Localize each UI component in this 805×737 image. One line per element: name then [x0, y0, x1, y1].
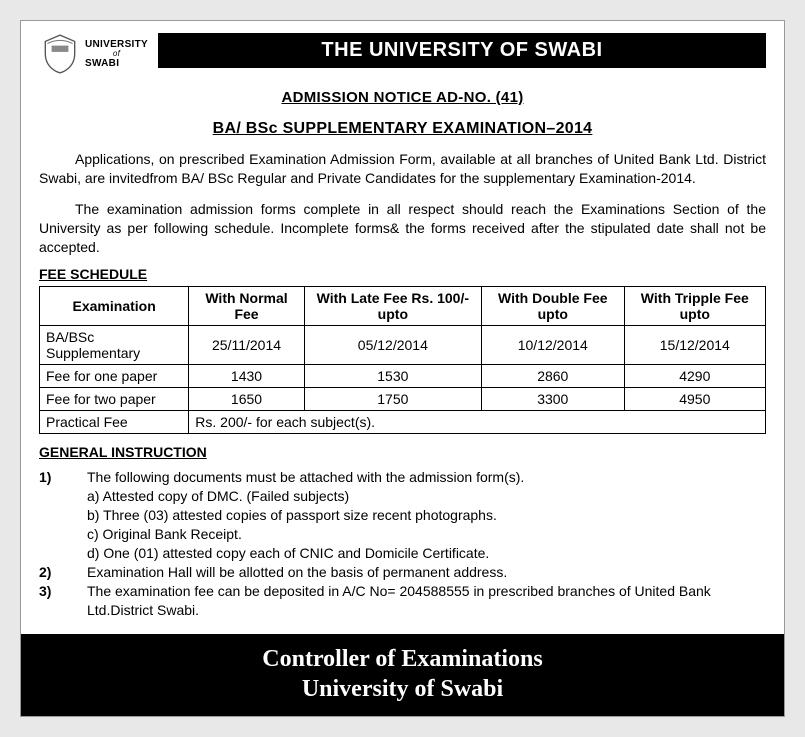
logo-text-line2: SWABI: [85, 58, 148, 69]
general-instruction-heading: GENERAL INSTRUCTION: [39, 444, 766, 460]
header-row: UNIVERSITY of SWABI THE UNIVERSITY OF SW…: [39, 33, 766, 75]
cell: 4950: [624, 388, 765, 411]
instruction-2: 2) Examination Hall will be allotted on …: [39, 563, 766, 582]
cell: 1750: [304, 388, 481, 411]
title-bar: THE UNIVERSITY OF SWABI: [158, 33, 766, 68]
cell-label: Fee for one paper: [40, 365, 189, 388]
instruction-1: 1) The following documents must be attac…: [39, 468, 766, 487]
paragraph-1: Applications, on prescribed Examination …: [39, 150, 766, 188]
cell: 2860: [481, 365, 624, 388]
col-examination: Examination: [40, 287, 189, 326]
col-tripple-fee: With Tripple Fee upto: [624, 287, 765, 326]
instruction-number: 3): [39, 582, 87, 620]
cell: 10/12/2014: [481, 326, 624, 365]
cell: 4290: [624, 365, 765, 388]
logo-text-line1: UNIVERSITY: [85, 39, 148, 50]
table-row-practical: Practical Fee Rs. 200/- for each subject…: [40, 411, 766, 434]
fee-schedule-heading: FEE SCHEDULE: [39, 266, 766, 282]
instructions-block: 1) The following documents must be attac…: [39, 468, 766, 619]
instruction-text: The following documents must be attached…: [87, 468, 766, 487]
cell: 05/12/2014: [304, 326, 481, 365]
paragraph-2: The examination admission forms complete…: [39, 200, 766, 257]
footer-bar: Controller of Examinations University of…: [21, 634, 784, 716]
instruction-1d: d) One (01) attested copy each of CNIC a…: [39, 544, 766, 563]
fee-schedule-table: Examination With Normal Fee With Late Fe…: [39, 286, 766, 434]
instruction-number: 2): [39, 563, 87, 582]
admission-notice-no: ADMISSION NOTICE AD-NO. (41): [39, 89, 766, 106]
cell-label: BA/BSc Supplementary: [40, 326, 189, 365]
col-late-fee: With Late Fee Rs. 100/- upto: [304, 287, 481, 326]
instruction-number: 1): [39, 468, 87, 487]
table-header-row: Examination With Normal Fee With Late Fe…: [40, 287, 766, 326]
cell: 25/11/2014: [189, 326, 304, 365]
cell: 1430: [189, 365, 304, 388]
table-row: BA/BSc Supplementary 25/11/2014 05/12/20…: [40, 326, 766, 365]
practical-fee-value: Rs. 200/- for each subject(s).: [189, 411, 766, 434]
cell: 1530: [304, 365, 481, 388]
logo-block: UNIVERSITY of SWABI: [39, 33, 148, 75]
shield-icon: [39, 33, 81, 75]
cell: 1650: [189, 388, 304, 411]
table-row: Fee for one paper 1430 1530 2860 4290: [40, 365, 766, 388]
notice-page: UNIVERSITY of SWABI THE UNIVERSITY OF SW…: [20, 20, 785, 717]
col-double-fee: With Double Fee upto: [481, 287, 624, 326]
exam-subtitle: BA/ BSc SUPPLEMENTARY EXAMINATION–2014: [39, 120, 766, 138]
footer-line-2: University of Swabi: [21, 674, 784, 704]
logo-text: UNIVERSITY of SWABI: [85, 39, 148, 70]
instruction-3: 3) The examination fee can be deposited …: [39, 582, 766, 620]
instruction-1a: a) Attested copy of DMC. (Failed subject…: [39, 487, 766, 506]
col-normal-fee: With Normal Fee: [189, 287, 304, 326]
logo-text-of: of: [85, 50, 148, 59]
table-row: Fee for two paper 1650 1750 3300 4950: [40, 388, 766, 411]
instruction-1c: c) Original Bank Receipt.: [39, 525, 766, 544]
instruction-1b: b) Three (03) attested copies of passpor…: [39, 506, 766, 525]
cell: 15/12/2014: [624, 326, 765, 365]
cell: 3300: [481, 388, 624, 411]
cell-label: Fee for two paper: [40, 388, 189, 411]
footer-line-1: Controller of Examinations: [21, 644, 784, 674]
instruction-text: The examination fee can be deposited in …: [87, 582, 766, 620]
practical-fee-label: Practical Fee: [40, 411, 189, 434]
instruction-text: Examination Hall will be allotted on the…: [87, 563, 766, 582]
